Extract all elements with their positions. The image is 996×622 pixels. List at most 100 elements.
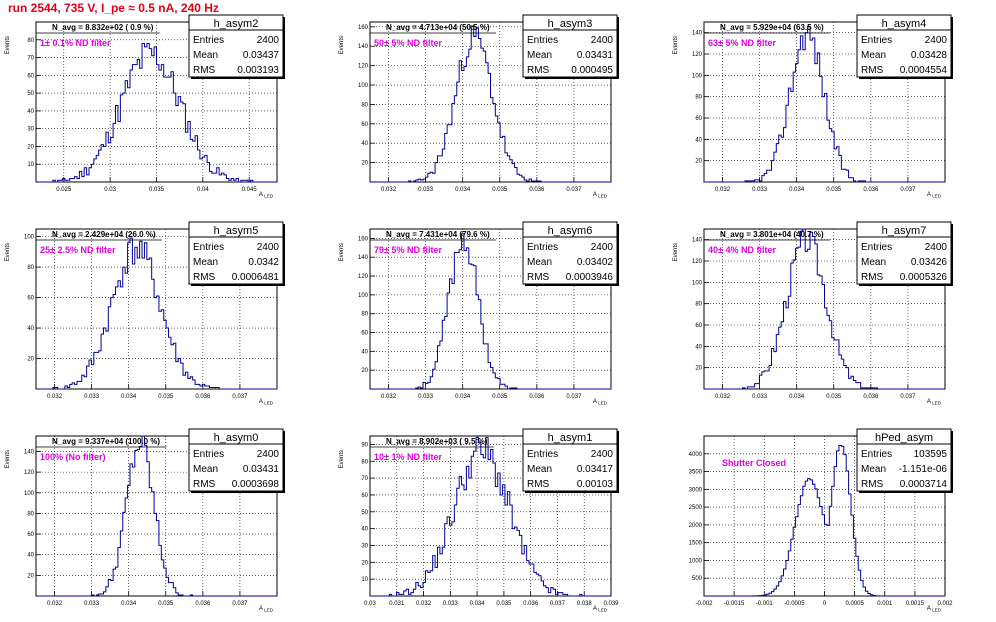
histogram-title: h_asym1 (548, 432, 593, 444)
x-tick-label: 0 (823, 601, 827, 607)
x-tick-label: 0.036 (195, 601, 211, 607)
navg-label: N_avg = 4.713e+04 (50.5 %) (386, 23, 490, 32)
stat-mean-label: Mean (527, 50, 552, 61)
stat-mean-value: 0.03402 (577, 257, 614, 268)
histogram-panel-h_asym4: 0.032 0.033 0.034 0.035 0.036 0.037 20 40 60 80 10… (673, 14, 953, 199)
stat-rms-label: RMS (527, 65, 550, 76)
x-tick-label: 0.03 (364, 601, 376, 607)
y-tick-label: 30 (361, 543, 368, 549)
y-tick-label: 10 (361, 577, 368, 583)
histogram-title: h_asym7 (882, 225, 927, 237)
y-tick-label: 20 (361, 161, 368, 167)
x-tick-label: 0.033 (752, 187, 768, 193)
x-tick-label: 0.039 (603, 601, 619, 607)
stat-entries-value: 2400 (257, 242, 280, 253)
stat-rms-label: RMS (527, 479, 550, 490)
stat-entries-value: 2400 (257, 449, 280, 460)
histogram-line (370, 437, 611, 597)
y-tick-label: 100 (358, 293, 369, 299)
histogram-panel-h_asym2: 0.025 0.03 0.035 0.04 0.045 10 20 30 40 50 60 70 80 E… (5, 14, 285, 199)
y-tick-label: 40 (27, 109, 34, 115)
stat-rms-value: 0.0006481 (232, 272, 280, 283)
x-tick-label: 0.035 (826, 187, 842, 193)
y-tick-label: 80 (361, 459, 368, 465)
stat-entries-label: Entries (527, 449, 558, 460)
x-tick-label: 0.036 (529, 394, 545, 400)
y-tick-label: 20 (27, 144, 34, 150)
y-tick-label: 2000 (689, 523, 703, 529)
x-axis-title: A LED (927, 606, 942, 613)
y-tick-label: 80 (27, 511, 34, 517)
x-tick-label: 0.031 (389, 601, 405, 607)
x-tick-label: 0.035 (158, 394, 174, 400)
x-tick-label: 0.032 (47, 601, 63, 607)
y-tick-label: 140 (24, 449, 35, 455)
y-tick-label: 60 (361, 122, 368, 128)
stat-entries-value: 2400 (591, 449, 614, 460)
x-tick-label: 0.036 (863, 394, 879, 400)
stat-entries-label: Entries (527, 242, 558, 253)
y-tick-label: 40 (27, 553, 34, 559)
x-tick-label: 0.033 (84, 394, 100, 400)
x-axis-title: A LED (259, 606, 274, 613)
stat-entries-label: Entries (193, 449, 224, 460)
x-tick-label: 0.038 (577, 601, 593, 607)
y-tick-label: 3500 (689, 470, 703, 476)
stat-rms-value: 0.0005326 (900, 272, 948, 283)
y-tick-label: 80 (695, 95, 702, 101)
stat-mean-label: Mean (861, 257, 886, 268)
y-tick-label: 60 (27, 296, 34, 302)
y-axis-title: Events (339, 243, 345, 261)
stat-rms-value: 0.0003714 (900, 479, 948, 490)
y-tick-label: 1000 (689, 558, 703, 564)
histogram-panel-hPed_asym: -0.002 -0.0015 -0.001 -0.0005 0 0.0005 0.001 0.… (689, 428, 953, 613)
y-tick-label: 100 (24, 235, 35, 241)
stat-rms-value: 0.0003946 (566, 272, 614, 283)
histogram-line (370, 233, 611, 390)
x-tick-label: 0.037 (900, 394, 916, 400)
stat-rms-label: RMS (861, 65, 884, 76)
histogram-panel-h_asym3: 0.032 0.033 0.034 0.035 0.036 0.037 20 40 60 80 10… (339, 14, 619, 199)
y-tick-label: 140 (358, 255, 369, 261)
navg-label: N_avg = 7.431e+04 (79.6 %) (386, 230, 490, 239)
x-tick-label: 0.033 (443, 601, 459, 607)
stat-mean-label: Mean (193, 257, 218, 268)
navg-label: N_avg = 3.801e+04 (40.7 %) (720, 230, 824, 239)
histogram-title: h_asym2 (214, 18, 259, 30)
x-tick-label: 0.036 (863, 187, 879, 193)
stat-entries-label: Entries (861, 242, 892, 253)
y-tick-label: 20 (361, 560, 368, 566)
y-tick-label: 60 (27, 73, 34, 79)
stat-mean-value: 0.03417 (577, 464, 614, 475)
x-axis-title: A LED (927, 399, 942, 406)
histogram-panel-h_asym7: 0.032 0.033 0.034 0.035 0.036 0.037 20 40 60 80 10… (673, 221, 953, 406)
stat-rms-label: RMS (861, 479, 884, 490)
y-tick-label: 1500 (689, 541, 703, 547)
x-tick-label: 0.034 (455, 394, 471, 400)
stat-mean-label: Mean (861, 50, 886, 61)
y-tick-label: 120 (24, 470, 35, 476)
filter-label: 25± 2.5% ND filter (40, 245, 116, 255)
stats-box (856, 428, 952, 492)
y-tick-label: 120 (692, 52, 703, 58)
y-axis-title: Events (673, 36, 679, 54)
stat-mean-value: 0.03426 (911, 257, 948, 268)
histogram-line (370, 25, 611, 183)
stat-mean-label: Mean (527, 257, 552, 268)
x-tick-label: 0.045 (242, 187, 258, 193)
y-tick-label: 40 (695, 137, 702, 143)
y-tick-label: 120 (358, 274, 369, 280)
filter-label: 63± 5% ND filter (708, 38, 776, 48)
stat-rms-label: RMS (193, 65, 216, 76)
stat-entries-label: Entries (193, 35, 224, 46)
y-tick-label: 20 (695, 159, 702, 165)
x-tick-label: 0.035 (826, 394, 842, 400)
y-axis-title: Events (673, 243, 679, 261)
x-tick-label: 0.0015 (906, 601, 925, 607)
stat-entries-value: 2400 (591, 35, 614, 46)
stat-mean-label: Mean (193, 464, 218, 475)
y-tick-label: 500 (692, 576, 703, 582)
x-tick-label: 0.036 (529, 187, 545, 193)
x-axis-title: A LED (593, 399, 608, 406)
